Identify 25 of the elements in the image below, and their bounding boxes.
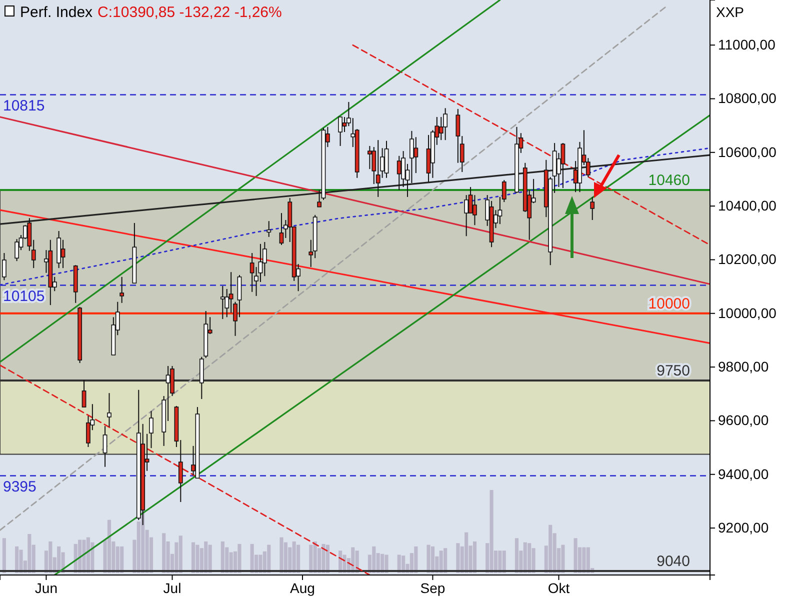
chart-title: Perf. Index (20, 4, 94, 21)
ref-line-label: 10105 (3, 288, 45, 306)
x-tick-label: Sep (420, 580, 446, 596)
x-tick-label: Jun (34, 580, 58, 596)
y-tick-label: 9200,00 (718, 520, 769, 536)
x-tick-label: Aug (290, 580, 315, 596)
x-tick-label: Okt (548, 580, 570, 596)
ref-line-label: 10815 (3, 98, 45, 115)
ref-line-label: 9395 (3, 478, 36, 496)
y-tick-label: 10800,00 (718, 90, 777, 106)
ref-line-label: 9040 (656, 552, 690, 570)
y-tick-label: 9400,00 (718, 466, 769, 482)
ref-line-label: 9750 (656, 362, 690, 380)
y-tick-label: 11000,00 (718, 36, 776, 53)
y-tick-label: 9600,00 (718, 412, 769, 428)
y-tick-label: 10600,00 (718, 144, 777, 160)
y-tick-label: 9800,00 (718, 358, 769, 375)
chart-subtitle: C:10390,85 -132,22 -1,26% (98, 4, 282, 21)
y-axis-title: XXP (716, 4, 744, 20)
x-tick-label: Jul (163, 580, 182, 596)
y-tick-label: 10400,00 (718, 198, 777, 214)
y-tick-label: 10000,00 (718, 304, 777, 321)
ref-line-label: 10460 (648, 172, 690, 189)
y-tick-label: 10200,00 (718, 251, 777, 268)
ref-line-label: 10000 (648, 295, 690, 312)
